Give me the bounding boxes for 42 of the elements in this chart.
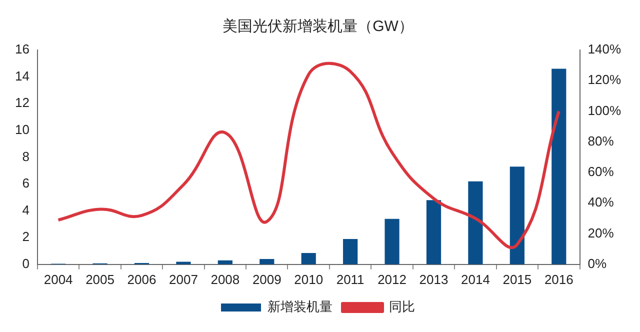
y2-tick-label: 20%: [588, 225, 614, 240]
x-tick-label: 2006: [127, 272, 156, 287]
y-tick-label: 0: [22, 256, 30, 271]
x-tick-label: 2011: [336, 272, 364, 287]
x-tick-label: 2014: [461, 272, 490, 287]
y2-tick-label: 100%: [588, 102, 622, 118]
x-tick-label: 2010: [294, 272, 324, 287]
x-tick-label: 2004: [44, 272, 73, 287]
bar: [176, 262, 191, 264]
x-tick-label: 2007: [169, 272, 198, 287]
y-tick-label: 4: [22, 202, 30, 218]
y2-tick-label: 40%: [588, 194, 614, 210]
chart-title: 美国光伏新增装机量（GW）: [222, 18, 414, 36]
x-tick-label: 2013: [419, 272, 448, 287]
y-tick-label: 2: [22, 229, 30, 244]
y-tick-label: 16: [14, 42, 30, 57]
bar: [426, 200, 442, 264]
bar: [384, 218, 400, 264]
x-tick-label: 2005: [86, 272, 114, 287]
x-tick-label: 2016: [544, 272, 574, 287]
bar: [510, 166, 524, 264]
bar: [301, 253, 316, 264]
x-tick-label: 2009: [252, 272, 282, 287]
bar: [260, 259, 274, 264]
legend-label: 同比: [389, 299, 415, 314]
y-tick-label: 12: [14, 95, 30, 110]
x-tick-label: 2012: [378, 272, 406, 287]
y2-tick-label: 120%: [588, 72, 622, 88]
legend-label: 新增装机量: [268, 299, 332, 314]
x-tick-label: 2008: [210, 272, 240, 287]
y-tick-label: 10: [14, 122, 30, 137]
y-tick-label: 6: [22, 176, 30, 191]
y2-tick-label: 0%: [588, 256, 607, 271]
y-tick-label: 14: [14, 68, 30, 84]
bar: [343, 238, 358, 264]
bar: [552, 68, 566, 264]
y2-tick-label: 60%: [588, 164, 614, 180]
y-tick-label: 8: [22, 148, 30, 164]
x-tick-label: 2015: [502, 272, 532, 287]
bar: [468, 181, 483, 264]
y2-tick-label: 80%: [588, 133, 614, 148]
y2-tick-label: 140%: [588, 42, 622, 57]
